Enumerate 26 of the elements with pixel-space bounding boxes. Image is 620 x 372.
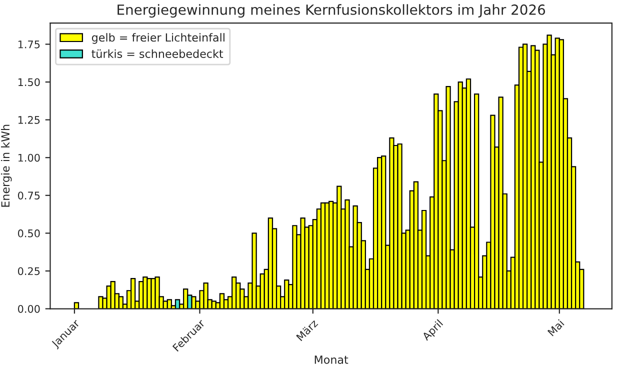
bar — [174, 299, 180, 309]
y-tick-label: 1.25 — [18, 116, 40, 124]
x-axis-title: Monat — [314, 356, 348, 364]
y-tick-label: 0.25 — [18, 267, 40, 276]
bar — [466, 78, 472, 309]
y-tick-label: 1.00 — [18, 154, 40, 162]
bar — [344, 199, 350, 309]
bar — [397, 143, 402, 309]
y-tick-label: 1.50 — [18, 78, 40, 86]
chart-title: Energiegewinnung meines Kernfusionskollektors im Jahr 2026 — [118, 4, 546, 18]
y-tick-label: 0.50 — [18, 229, 40, 238]
bar — [130, 278, 136, 309]
y-tick-label: 0.00 — [18, 304, 40, 313]
bar — [252, 232, 257, 309]
y-axis-title: Energie in kWh — [0, 124, 12, 207]
legend-label: türkis = schneebedeckt — [92, 49, 224, 58]
bar — [154, 276, 160, 309]
bar — [74, 302, 80, 309]
y-tick-label: 1.75 — [18, 40, 40, 48]
bar — [474, 94, 480, 309]
bar — [446, 86, 451, 309]
bar — [498, 96, 504, 309]
y-tick-label: 0.75 — [18, 192, 40, 200]
bar — [203, 282, 208, 309]
legend-label: gelb = freier Lichteinfall — [92, 33, 224, 44]
x-tick-label: Mai — [547, 319, 564, 336]
